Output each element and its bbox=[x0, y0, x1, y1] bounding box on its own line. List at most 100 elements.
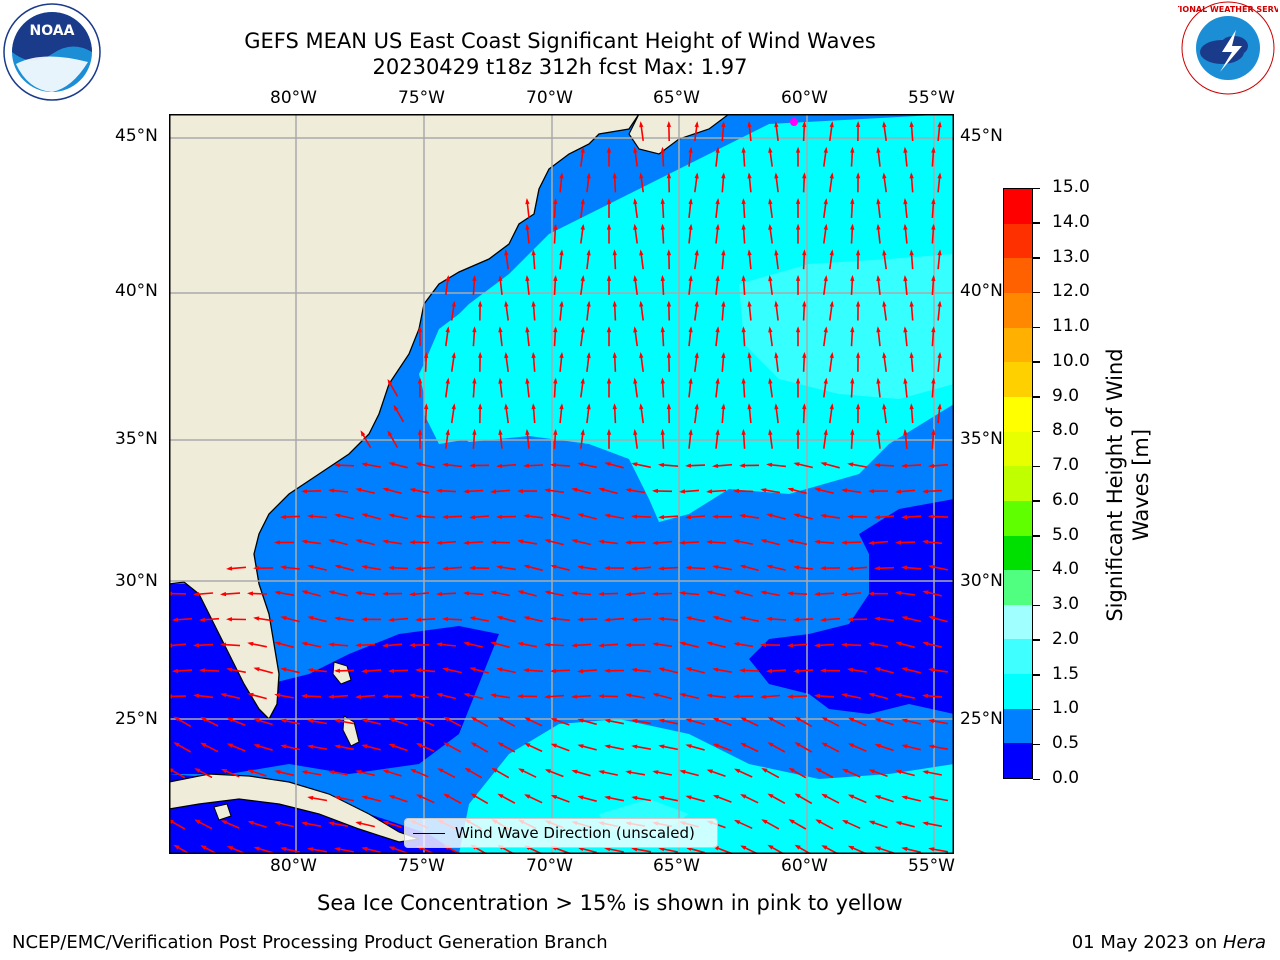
wave-direction-arrowhead bbox=[571, 591, 578, 596]
noaa-logo-text: NOAA bbox=[30, 23, 75, 39]
wave-direction-arrowhead bbox=[931, 223, 936, 230]
wave-direction-arrowhead bbox=[841, 693, 848, 698]
wave-direction-arrowhead bbox=[882, 172, 887, 179]
wave-direction-arrowhead bbox=[739, 564, 746, 569]
wave-direction-arrowhead bbox=[658, 514, 665, 520]
wave-direction-arrowhead bbox=[928, 795, 935, 801]
wave-direction-arrowhead bbox=[193, 591, 200, 597]
wave-direction-arrowhead bbox=[931, 377, 936, 384]
wave-direction-arrowhead bbox=[544, 769, 552, 774]
wave-direction-arrowhead bbox=[768, 198, 773, 205]
wave-direction-arrowhead bbox=[733, 590, 740, 595]
lat-label-left-35n: 35°N bbox=[115, 429, 158, 449]
wave-direction-arrowhead bbox=[172, 617, 179, 622]
wave-direction-arrowhead bbox=[625, 693, 632, 698]
wave-direction-arrowhead bbox=[767, 793, 774, 799]
colorbar-tick-mark bbox=[1033, 535, 1040, 537]
wave-direction-arrowhead bbox=[658, 744, 665, 749]
wave-direction-arrowhead bbox=[679, 540, 686, 545]
wave-direction-arrowhead bbox=[882, 351, 887, 359]
wave-direction-arrowhead bbox=[409, 768, 417, 774]
wave-direction-arrowhead bbox=[193, 643, 200, 648]
wave-direction-arrowhead bbox=[442, 514, 449, 520]
wave-direction-arrowhead bbox=[577, 565, 584, 570]
lon-label-bottom-60w: 60°W bbox=[781, 856, 828, 876]
wave-direction-arrowhead bbox=[577, 795, 584, 800]
wave-direction-arrowhead bbox=[604, 847, 611, 852]
wave-direction-arrowhead bbox=[606, 326, 612, 333]
wave-direction-arrowhead bbox=[469, 463, 475, 468]
wave-direction-arrowhead bbox=[633, 223, 638, 230]
wave-direction-arrowhead bbox=[307, 795, 314, 801]
wave-direction-arrowhead bbox=[774, 249, 779, 256]
colorbar-segment bbox=[1004, 362, 1032, 397]
wave-direction-arrowhead bbox=[679, 489, 686, 494]
wave-direction-arrowhead bbox=[715, 146, 720, 153]
wave-direction-arrowhead bbox=[625, 770, 632, 775]
wave-direction-arrowhead bbox=[658, 795, 665, 800]
lon-label-bottom-75w: 75°W bbox=[398, 856, 445, 876]
wave-direction-arrowhead bbox=[469, 667, 476, 672]
wave-direction-arrowhead bbox=[847, 667, 854, 672]
wave-direction-arrowhead bbox=[523, 463, 530, 468]
wave-direction-arrowhead bbox=[580, 223, 585, 230]
wave-direction-arrowhead bbox=[478, 351, 483, 358]
wave-direction-arrowhead bbox=[301, 489, 307, 494]
colorbar-segment bbox=[1004, 604, 1032, 640]
chart-title: GEFS MEAN US East Coast Significant Heig… bbox=[244, 29, 876, 53]
wave-direction-arrowhead bbox=[387, 430, 393, 437]
wave-direction-arrowhead bbox=[328, 821, 335, 826]
wave-direction-arrowhead bbox=[874, 616, 881, 621]
lon-label-bottom-65w: 65°W bbox=[653, 856, 700, 876]
wave-direction-arrowhead bbox=[688, 223, 693, 230]
wave-direction-arrowhead bbox=[550, 616, 557, 621]
wave-direction-arrowhead bbox=[688, 428, 693, 435]
wave-direction-arrowhead bbox=[625, 540, 631, 545]
wave-direction-arrowhead bbox=[922, 489, 929, 494]
land-isle bbox=[213, 803, 232, 821]
wave-direction-arrowhead bbox=[220, 642, 227, 647]
wave-direction-arrowhead bbox=[876, 428, 881, 435]
wave-direction-arrowhead bbox=[416, 794, 423, 799]
wave-direction-arrowhead bbox=[387, 379, 393, 386]
wave-direction-arrowhead bbox=[253, 566, 259, 571]
wave-direction-arrowhead bbox=[793, 668, 800, 674]
wave-direction-arrowhead bbox=[658, 462, 665, 468]
wave-direction-arrowhead bbox=[767, 742, 774, 747]
wave-direction-arrowhead bbox=[361, 795, 368, 800]
lat-label-left-40n: 40°N bbox=[115, 281, 158, 301]
wave-direction-arrowhead bbox=[928, 564, 935, 570]
wave-direction-arrowhead bbox=[544, 539, 551, 544]
wave-direction-arrowhead bbox=[868, 591, 874, 596]
wave-direction-arrowhead bbox=[559, 249, 564, 256]
wave-direction-arrowhead bbox=[274, 821, 281, 826]
wave-direction-arrowhead bbox=[504, 351, 509, 359]
wave-direction-arrowhead bbox=[598, 643, 605, 648]
colorbar-segment bbox=[1004, 396, 1032, 432]
wave-direction-arrowhead bbox=[706, 641, 713, 646]
wave-direction-arrowhead bbox=[841, 488, 848, 493]
wave-direction-arrowhead bbox=[706, 769, 713, 774]
wave-direction-arrowhead bbox=[847, 514, 853, 519]
wave-direction-arrowhead bbox=[598, 539, 605, 544]
wave-direction-arrowhead bbox=[688, 146, 693, 153]
wave-direction-arrowhead bbox=[741, 198, 746, 204]
wave-direction-arrowhead bbox=[685, 515, 692, 520]
wave-direction-arrowhead bbox=[361, 513, 368, 518]
wave-direction-arrowhead bbox=[694, 249, 699, 256]
wave-direction-arrowhead bbox=[895, 693, 902, 698]
wave-direction-arrowhead bbox=[577, 462, 584, 467]
colorbar-tick-mark bbox=[1033, 430, 1040, 433]
wave-direction-arrowhead bbox=[415, 514, 422, 519]
wave-direction-arrowhead bbox=[612, 403, 617, 410]
wave-direction-arrowhead bbox=[625, 488, 632, 493]
wave-direction-arrowhead bbox=[301, 770, 308, 775]
wave-direction-arrowhead bbox=[606, 146, 612, 153]
wave-direction-arrowhead bbox=[525, 223, 530, 230]
wave-direction-arrowhead bbox=[301, 539, 308, 544]
wave-direction-arrowhead bbox=[409, 643, 415, 648]
wave-direction-arrowhead bbox=[247, 641, 254, 647]
wave-direction-arrowhead bbox=[761, 768, 768, 773]
wave-direction-arrowhead bbox=[334, 847, 341, 852]
wave-direction-arrowhead bbox=[580, 326, 585, 333]
